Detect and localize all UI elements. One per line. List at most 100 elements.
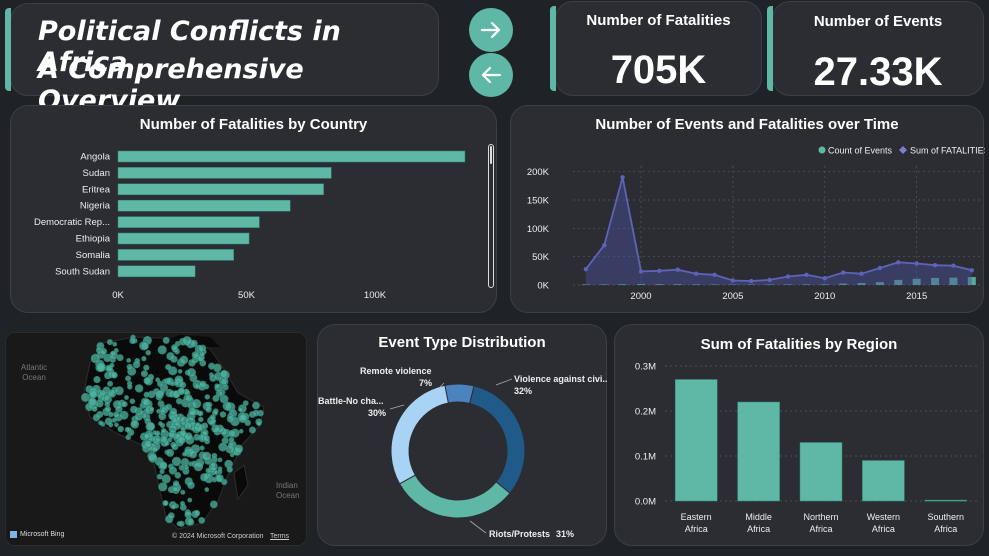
map-event-dot [204,394,211,400]
chart-title: Sum of Fatalities by Region [700,336,898,353]
map-event-dot [104,405,112,413]
map-event-dot [202,451,212,461]
events-bar [857,283,866,285]
back-page-button[interactable] [469,53,513,97]
slice-category-label: Remote violence [360,366,432,376]
fatalities-by-country-panel: Number of Fatalities by Country Angola Su… [10,105,497,313]
map-event-dot [158,482,168,492]
map-terms-link[interactable]: Terms [270,533,290,540]
fatalities-by-region-panel: Sum of Fatalities by Region 0.0M 0.1M 0.2M… [614,324,984,546]
scrollbar[interactable] [488,144,494,288]
bing-brand-label: Microsoft Bing [20,531,65,538]
next-page-button[interactable] [469,8,513,52]
bar-category-label: Sudan [83,168,110,179]
events-bar [894,279,903,285]
map-event-dot [155,437,161,443]
fatalities-point [583,266,589,272]
map-event-dot [219,370,228,378]
map-event-dot [141,356,147,362]
africa-map[interactable] [6,333,307,546]
scrollbar-thumb[interactable] [490,146,492,164]
events-bar [673,284,682,285]
map-event-dot [177,436,186,445]
map-event-dot [145,421,155,432]
events-fatalities-time-panel: Number of Events and Fatalities over Tim… [510,105,985,313]
bar [117,183,324,196]
chart-title: Number of Events and Fatalities over Tim… [595,116,899,133]
fatalities-point [767,277,772,283]
bar [117,249,234,261]
map-event-dot [162,336,170,344]
x-tick-label: Southern [928,512,965,522]
map-event-dot [209,414,216,421]
map-event-dot [178,464,185,471]
map-event-dot [234,444,244,454]
map-event-dot [158,421,163,426]
x-tick-label: Middle [745,512,772,522]
map-event-dot [211,452,218,459]
legend-fatalities-label: Sum of FATALITIES [910,146,985,156]
events-bar [949,277,958,285]
leader-line [389,404,405,410]
map-event-dot [88,397,97,407]
map-event-dot [161,474,171,484]
map-event-dot [174,380,180,386]
chart-title: Number of Fatalities by Country [139,116,368,133]
fatalities-point [749,278,754,284]
map-event-dot [140,342,149,351]
slice-percent-label: 31% [556,529,574,539]
slice-percent-label: 30% [368,408,386,418]
bar [117,150,466,163]
map-event-dot [129,337,136,345]
map-event-dot [129,398,136,405]
y-tick-label: 50K [532,252,550,263]
map-event-dot [110,350,116,357]
arrow-right-icon [480,21,501,39]
event-type-panel: Event Type Distribution Remote violence 7… [317,324,608,546]
map-event-dot [218,442,228,452]
fatalities-point [877,265,883,271]
arrow-left-icon [481,66,502,84]
indian-ocean-label: Indian Ocean [276,481,300,500]
map-event-dot [187,481,195,489]
events-bar [637,283,645,285]
map-event-dot [165,363,172,371]
map-event-dot [238,414,248,423]
events-bar [765,284,774,285]
map-event-dot [160,427,167,434]
map-event-dot [210,462,216,468]
map-event-dot [238,428,244,434]
fatalities-point [969,268,975,273]
x-tick-label: 100K [364,290,387,301]
x-tick-label: 0K [112,290,124,301]
map-event-dot [228,429,236,438]
map-panel[interactable]: Atlantic Ocean Indian Ocean Microsoft Bi… [5,332,307,546]
map-event-dot [140,370,148,378]
map-event-dot [199,445,205,451]
map-event-dot [226,415,235,423]
map-event-dot [145,350,151,356]
map-event-dot [208,362,216,370]
events-bar [655,284,664,285]
map-event-dot [220,378,228,385]
donut-slice [444,383,475,405]
map-event-dot [125,375,132,382]
map-event-dot [106,339,113,346]
map-event-dot [256,420,262,427]
map-event-dot [167,512,175,520]
map-event-dot [200,473,209,482]
y-tick-label: 0K [537,281,549,292]
map-event-dot [158,412,167,421]
x-tick-label: 50K [238,290,256,301]
map-copyright: © 2024 Microsoft Corporation [172,533,264,540]
map-event-dot [186,367,196,378]
x-tick-label: 2005 [722,291,743,302]
map-event-dot [211,424,220,433]
map-event-dot [166,352,175,361]
bar [117,216,260,228]
chart-title: Event Type Distribution [378,334,546,351]
map-event-dot [157,380,164,388]
map-event-dot [215,474,224,483]
dashboard-title-line1: Political Conflicts in Africa [38,16,341,78]
donut-slice [469,385,526,494]
